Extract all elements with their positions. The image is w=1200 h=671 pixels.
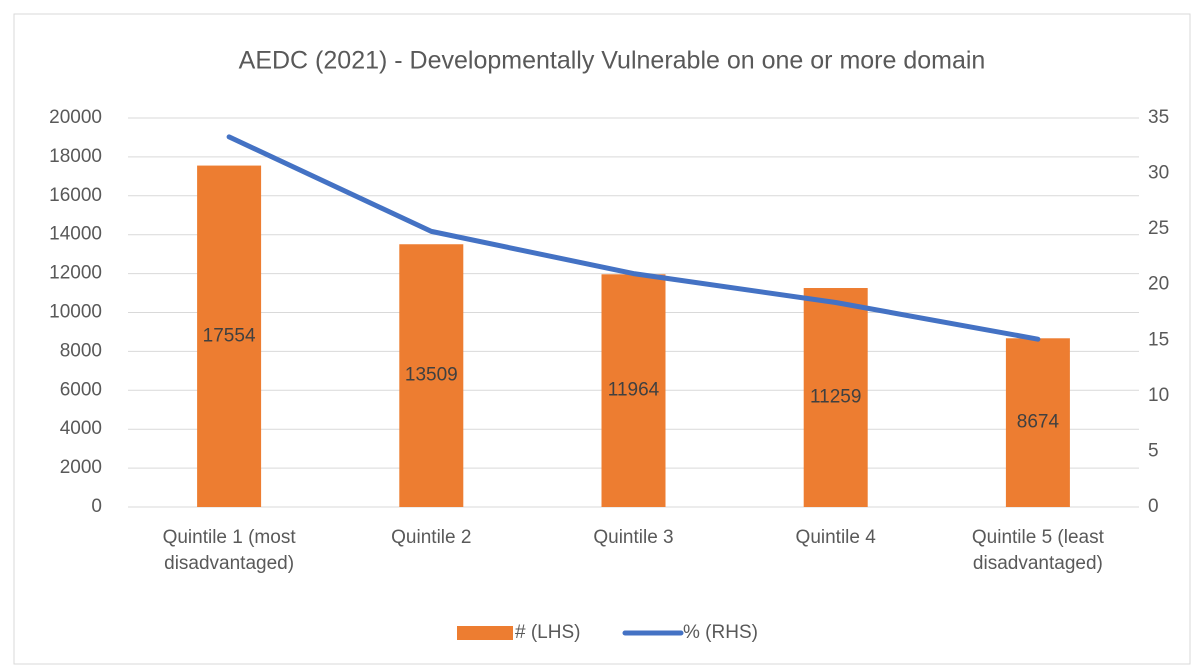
data-label: 13509 [405, 365, 458, 386]
data-label: 11259 [810, 387, 861, 408]
y-tick-label: 8000 [60, 340, 102, 361]
y-tick-label: 20000 [49, 107, 102, 128]
y-tick-label: 16000 [49, 185, 102, 206]
bar [803, 288, 868, 507]
chart-title: AEDC (2021) - Developmentally Vulnerable… [239, 47, 986, 75]
legend-swatch [457, 626, 513, 640]
bar [197, 165, 262, 507]
y-tick-label: 6000 [60, 379, 102, 400]
y2-tick-label: 20 [1148, 274, 1169, 295]
data-label: 8674 [1017, 412, 1060, 433]
bar [1005, 338, 1070, 507]
y-tick-label: 4000 [60, 418, 102, 439]
bar [399, 244, 464, 508]
y2-tick-label: 35 [1148, 107, 1169, 128]
legend-label: % (RHS) [683, 622, 758, 643]
data-label: 17554 [203, 325, 256, 346]
y2-tick-label: 25 [1148, 218, 1169, 239]
y-tick-label: 2000 [60, 457, 102, 478]
x-tick-label: Quintile 3 [593, 527, 674, 548]
line [226, 134, 1041, 342]
x-tick-label: Quintile 2 [391, 527, 472, 548]
x-tick-label: Quintile 4 [795, 527, 876, 548]
y-tick-label: 12000 [49, 263, 102, 284]
y-tick-label: 14000 [49, 224, 102, 245]
y2-tick-label: 30 [1148, 163, 1169, 184]
x-tick-label: Quintile 1 (most disadvantaged) [162, 527, 296, 574]
x-tick-label: Quintile 5 (least disadvantaged) [971, 527, 1104, 574]
y-tick-label: 0 [91, 496, 102, 517]
data-label: 11964 [608, 380, 660, 401]
y2-tick-label: 10 [1148, 385, 1169, 406]
y2-tick-label: 0 [1148, 496, 1159, 517]
y2-tick-label: 15 [1148, 329, 1169, 350]
y2-tick-label: 5 [1148, 440, 1159, 461]
y-tick-label: 18000 [49, 146, 102, 167]
legend-label: # (LHS) [515, 622, 580, 643]
bar [601, 274, 666, 507]
y-tick-label: 10000 [49, 302, 102, 323]
